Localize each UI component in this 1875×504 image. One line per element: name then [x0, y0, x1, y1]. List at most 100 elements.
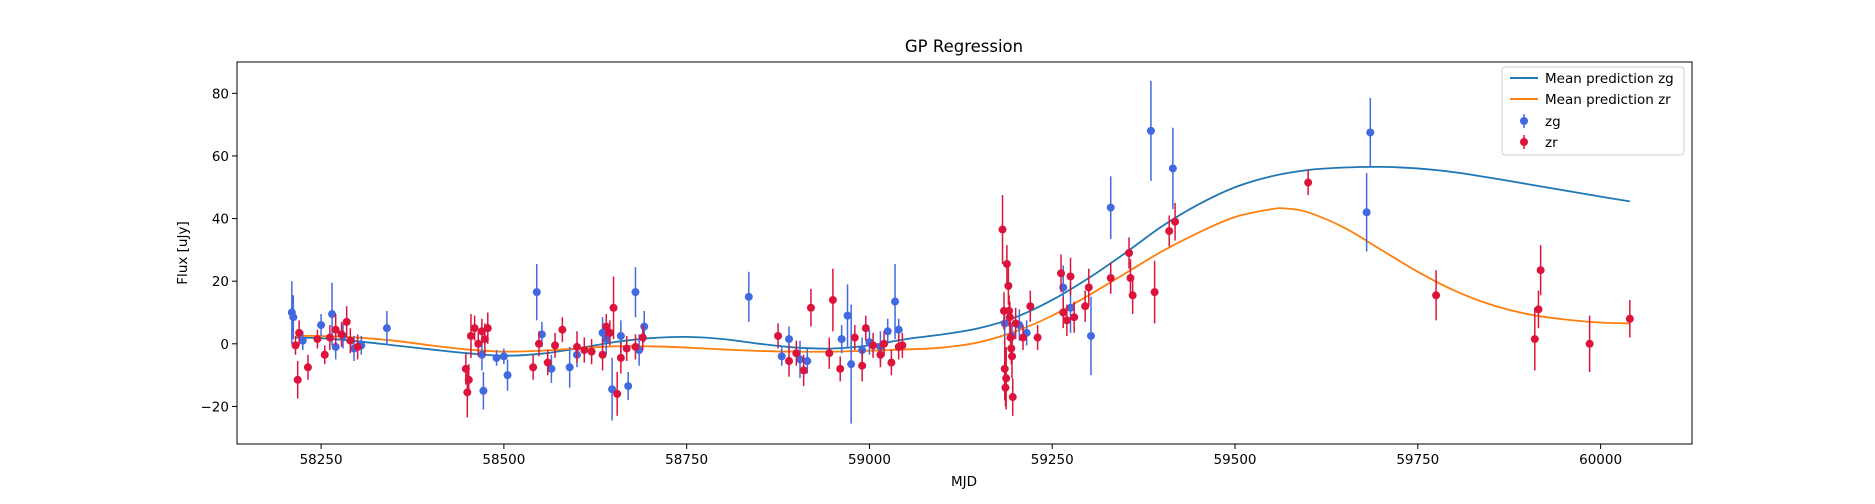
data-point-zr — [880, 339, 889, 348]
data-point-zr — [1018, 333, 1027, 342]
data-point-zg — [547, 364, 556, 373]
data-point-zg — [803, 357, 812, 366]
chart-title: GP Regression — [905, 37, 1023, 56]
data-point-zr — [1057, 269, 1066, 278]
data-point-zg — [847, 360, 856, 369]
data-point-zr — [346, 336, 355, 345]
data-point-zr — [609, 303, 618, 312]
data-point-zg — [785, 335, 794, 344]
data-point-zg — [331, 342, 340, 351]
data-point-zr — [477, 327, 486, 336]
data-point-zg — [537, 330, 546, 339]
data-point-zr — [580, 346, 589, 355]
data-point-zr — [1011, 319, 1020, 328]
x-tick-label: 59750 — [1396, 452, 1439, 468]
x-tick-label: 59250 — [1031, 452, 1074, 468]
data-point-zg — [1366, 128, 1375, 137]
data-point-zr — [572, 342, 581, 351]
x-tick-label: 58750 — [665, 452, 708, 468]
x-axis-label: MJD — [951, 474, 977, 490]
data-point-zr — [858, 361, 867, 370]
data-point-zg — [795, 355, 804, 364]
data-point-zr — [825, 349, 834, 358]
data-point-zg — [298, 336, 307, 345]
data-point-zr — [850, 333, 859, 342]
data-point-zr — [534, 339, 543, 348]
data-point-zg — [328, 310, 337, 319]
data-point-zg — [624, 382, 633, 391]
data-point-zg — [492, 353, 501, 362]
data-point-zr — [1008, 352, 1017, 361]
data-point-zr — [470, 324, 479, 333]
mean-prediction-line-zr — [295, 207, 1630, 353]
data-point-zr — [1059, 308, 1068, 317]
data-point-zr — [861, 324, 870, 333]
data-point-zr — [1002, 259, 1011, 268]
data-point-zr — [602, 322, 611, 331]
data-point-zr — [785, 357, 794, 366]
data-point-zr — [558, 325, 567, 334]
legend-label-zr: zr — [1545, 135, 1558, 151]
data-point-zr — [331, 325, 340, 334]
y-tick-label: −20 — [201, 399, 230, 415]
data-point-zg — [1106, 203, 1115, 212]
y-tick-label: 40 — [212, 212, 229, 228]
data-point-zg — [532, 288, 541, 297]
data-point-zr — [295, 328, 304, 337]
data-point-zr — [616, 353, 625, 362]
data-point-zr — [1106, 274, 1115, 283]
legend-label-zg-mean: Mean prediction zg — [1545, 71, 1674, 87]
data-point-zg — [616, 331, 625, 340]
data-point-zr — [342, 317, 351, 326]
legend-label-zr-mean: Mean prediction zr — [1545, 92, 1671, 108]
y-tick-label: 80 — [212, 86, 229, 102]
data-point-zr — [869, 341, 878, 350]
legend: Mean prediction zg Mean prediction zr zg… — [1501, 66, 1685, 156]
data-point-zg — [777, 352, 786, 361]
y-tick-label: 20 — [212, 274, 229, 290]
data-point-zg — [382, 324, 391, 333]
data-point-zr — [1062, 316, 1071, 325]
data-point-zg — [843, 311, 852, 320]
data-point-zr — [325, 333, 334, 342]
data-point-zr — [1534, 305, 1543, 314]
legend-box — [1501, 66, 1685, 156]
x-axis: 58250 58500 58750 59000 59250 59500 59750 60000 — [300, 444, 1622, 468]
data-point-zg — [1168, 164, 1177, 173]
data-point-zg — [598, 328, 607, 337]
data-point-zg — [608, 385, 617, 394]
data-point-zr — [1530, 335, 1539, 344]
data-point-zr — [464, 375, 473, 384]
data-point-zr — [876, 350, 885, 359]
y-tick-label: 60 — [212, 149, 229, 165]
data-point-zr — [480, 335, 489, 344]
data-point-zg — [894, 325, 903, 334]
legend-marker-zr — [1520, 138, 1528, 146]
data-point-zr — [1081, 302, 1090, 311]
data-point-zg — [883, 327, 892, 336]
data-point-zr — [1128, 291, 1137, 300]
data-point-zr — [1432, 291, 1441, 300]
y-axis: −20 0 20 40 60 80 — [201, 86, 237, 415]
data-point-zr — [1084, 283, 1093, 292]
data-point-zg — [479, 386, 488, 395]
data-point-zr — [828, 295, 837, 304]
y-tick-label: 0 — [220, 337, 229, 353]
data-point-zg — [631, 288, 640, 297]
data-point-zr — [543, 358, 552, 367]
data-point-zr — [1002, 374, 1011, 383]
data-point-zg — [891, 297, 900, 306]
data-point-zg — [1066, 303, 1075, 312]
data-point-zr — [622, 344, 631, 353]
data-point-zr — [1026, 302, 1035, 311]
data-point-zr — [337, 330, 346, 339]
legend-label-zg: zg — [1545, 114, 1561, 130]
data-point-zr — [799, 366, 808, 375]
data-point-zr — [887, 358, 896, 367]
data-point-zg — [565, 363, 574, 372]
data-point-zg — [744, 292, 753, 301]
y-axis-label: Flux [uJy] — [175, 221, 191, 284]
data-point-zr — [1304, 178, 1313, 187]
data-point-zr — [1008, 393, 1017, 402]
